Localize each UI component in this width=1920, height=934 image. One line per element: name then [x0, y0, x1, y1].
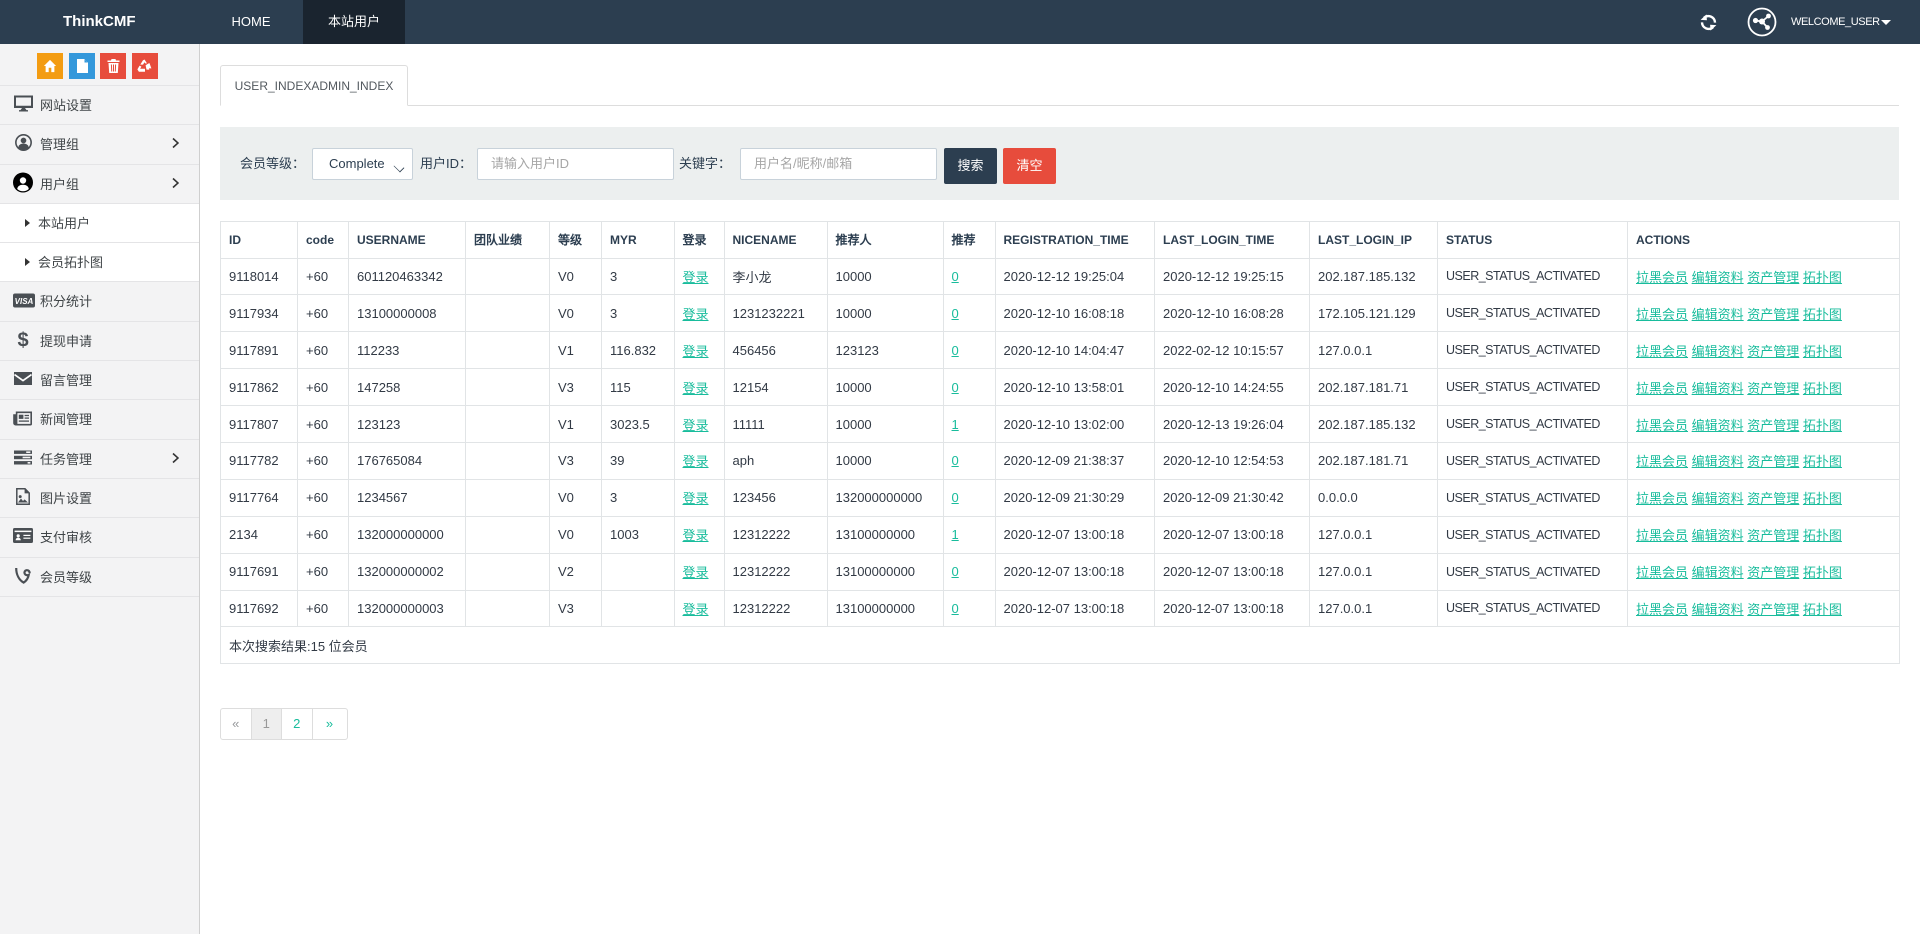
svg-text:VISA: VISA	[15, 297, 34, 306]
